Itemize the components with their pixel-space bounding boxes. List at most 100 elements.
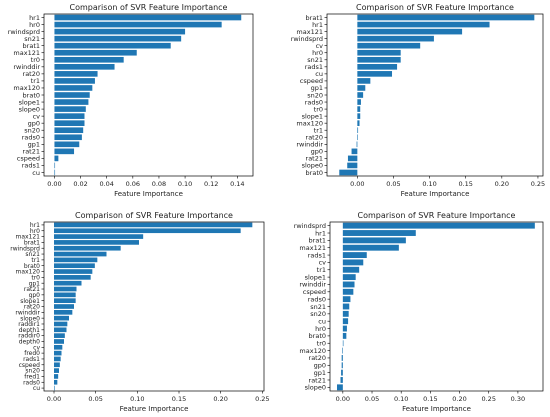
- bar-rwindsprd: [342, 222, 535, 229]
- y-tick-label: brat1: [24, 239, 40, 246]
- y-tick-label: tr1: [317, 266, 326, 274]
- bar-slope0: [54, 106, 86, 112]
- y-tick-label: hr1: [30, 222, 40, 229]
- y-tick-label: sn21: [24, 35, 40, 43]
- bar-rat21: [347, 155, 358, 162]
- y-tick-label: rads0: [22, 134, 40, 142]
- y-tick-label: rat21: [23, 148, 40, 156]
- x-tick-label: 0.15: [458, 180, 472, 188]
- bar-rads0: [54, 379, 58, 385]
- bar-rwindsprd: [54, 245, 121, 251]
- bar-fred0: [54, 350, 62, 356]
- y-tick-label: gp0: [28, 119, 40, 127]
- y-tick-label: depth0: [19, 339, 40, 346]
- y-tick-label: slope0: [19, 105, 40, 113]
- y-tick-label: rads1: [23, 356, 40, 363]
- x-tick-label: 0.25: [481, 395, 495, 403]
- x-tick-label: 0.20: [213, 395, 227, 403]
- y-tick-label: fred0: [24, 350, 40, 357]
- x-tick-label: 0.30: [511, 395, 525, 403]
- y-tick-label: max120: [299, 347, 326, 355]
- chart-title: Comparison of SVR Feature Importance: [75, 211, 233, 220]
- bar-rads1: [357, 64, 398, 70]
- y-tick-label: cu: [315, 70, 323, 78]
- x-tick-label: 0.05: [365, 395, 379, 403]
- y-tick-label: brat0: [309, 332, 326, 340]
- bar-cu: [357, 71, 393, 77]
- bar-brat1: [357, 14, 535, 21]
- y-tick-label: slope1: [302, 112, 323, 120]
- bar-max120: [342, 347, 343, 354]
- y-tick-label: rwindsprd: [294, 222, 326, 230]
- y-tick-label: gp0: [311, 148, 323, 156]
- bar-sn21: [342, 303, 350, 310]
- bar-rads1: [54, 162, 56, 169]
- bar-rat21: [54, 148, 75, 155]
- x-tick-label: 0.00: [47, 395, 61, 403]
- bar-rwinddir: [54, 309, 73, 315]
- y-tick-label: max120: [296, 119, 323, 127]
- bar-slope0: [54, 315, 69, 321]
- y-tick-label: brat1: [23, 42, 40, 50]
- bar-rat21: [340, 377, 343, 383]
- y-tick-label: hr0: [315, 325, 326, 333]
- y-tick-label: hr1: [29, 14, 40, 22]
- bar-tr1: [357, 127, 359, 134]
- bar-slope1: [342, 274, 356, 281]
- y-tick-label: gp1: [314, 369, 326, 377]
- y-tick-label: slope0: [305, 384, 326, 392]
- bar-sn21: [357, 56, 401, 63]
- y-tick-label: max121: [296, 28, 323, 36]
- y-tick-label: tr0: [31, 274, 40, 281]
- x-tick-label: 0.06: [126, 180, 140, 188]
- x-tick-label: 0.10: [178, 180, 192, 188]
- y-tick-label: raddir0: [18, 333, 40, 340]
- y-tick-label: rat20: [24, 304, 40, 311]
- y-tick-label: rads1: [308, 251, 326, 259]
- y-tick-label: brat0: [24, 263, 40, 270]
- bar-rat20: [54, 71, 98, 77]
- y-tick-label: slope0: [302, 162, 323, 170]
- bar-gp1: [357, 85, 366, 91]
- bar-rwinddir: [342, 281, 355, 288]
- x-tick-label: 0.12: [204, 180, 218, 188]
- y-tick-label: hr1: [312, 21, 323, 29]
- y-tick-label: raddir1: [18, 321, 40, 328]
- y-tick-label: rwindsprd: [8, 28, 40, 36]
- plot-frame: [329, 221, 544, 392]
- y-tick-label: rwinddir: [299, 281, 326, 289]
- bar-brat0: [339, 169, 358, 176]
- bar-depth1: [54, 327, 67, 333]
- y-tick-label: tr1: [31, 77, 40, 85]
- bar-max121: [357, 28, 463, 35]
- y-tick-label: cv: [33, 344, 40, 351]
- y-tick-label: cspeed: [303, 288, 326, 296]
- y-tick-label: rat21: [306, 155, 323, 163]
- x-tick-label: 0.00: [350, 180, 364, 188]
- x-axis-label: Feature Importance: [114, 190, 183, 198]
- bar-slope1: [54, 298, 76, 304]
- bar-slope1: [54, 99, 89, 105]
- y-tick-label: slope1: [305, 273, 326, 281]
- y-tick-label: brat1: [306, 14, 323, 22]
- x-axis-label: Feature Importance: [401, 190, 470, 198]
- x-tick-label: 0.25: [531, 180, 545, 188]
- bar-hr0: [357, 49, 401, 56]
- bar-cv: [342, 259, 364, 266]
- y-tick-label: rat20: [309, 354, 326, 362]
- bar-gp1: [54, 141, 80, 148]
- y-tick-label: max120: [13, 84, 40, 92]
- bar-rads0: [54, 134, 82, 141]
- x-tick-label: 0.08: [152, 180, 166, 188]
- bar-gp0: [341, 362, 343, 369]
- bar-tr0: [54, 275, 91, 280]
- bar-slope0: [337, 384, 343, 391]
- bar-max120: [357, 120, 360, 126]
- bar-depth0: [54, 339, 64, 344]
- y-tick-label: cv: [316, 42, 324, 50]
- y-tick-label: slope1: [19, 98, 40, 106]
- bar-cspeed: [54, 155, 59, 162]
- y-tick-label: sn20: [307, 91, 323, 99]
- bar-rat20: [357, 134, 358, 141]
